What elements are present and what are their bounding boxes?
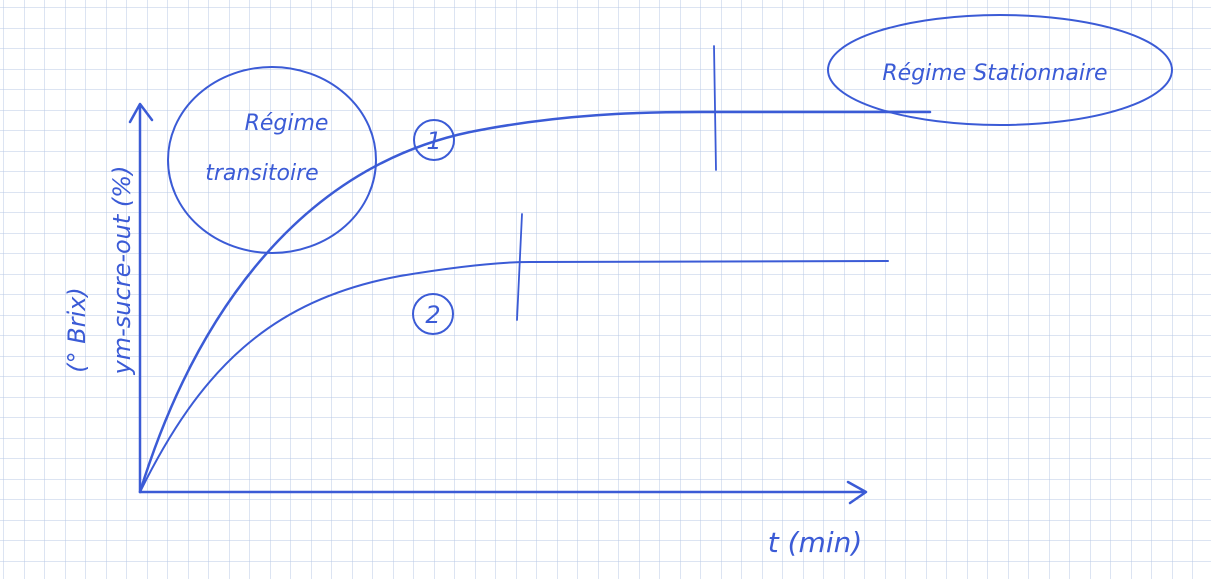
transient-line: transitoire <box>205 161 318 186</box>
y-axis <box>128 102 154 494</box>
marker-2 <box>516 213 523 321</box>
transient-bubble <box>167 66 377 254</box>
transient-label: Régime transitoire <box>205 111 335 186</box>
curve-2-label: 2 <box>425 301 440 329</box>
x-axis-label: t (min) <box>768 526 863 559</box>
curve-2-circle <box>412 293 454 335</box>
curve-1-circle <box>413 119 455 161</box>
marker-1 <box>713 45 717 171</box>
curve-2 <box>139 260 889 493</box>
y-axis-label: (° Brix) <box>63 287 91 373</box>
y-axis-label: ym-sucre-out (%) <box>108 166 136 376</box>
transient-line: Régime <box>245 111 329 136</box>
x-axis <box>138 480 868 505</box>
steady-label: Régime Stationnaire <box>882 61 1107 86</box>
steady-bubble <box>827 14 1173 126</box>
curve-1-label: 1 <box>426 127 441 155</box>
